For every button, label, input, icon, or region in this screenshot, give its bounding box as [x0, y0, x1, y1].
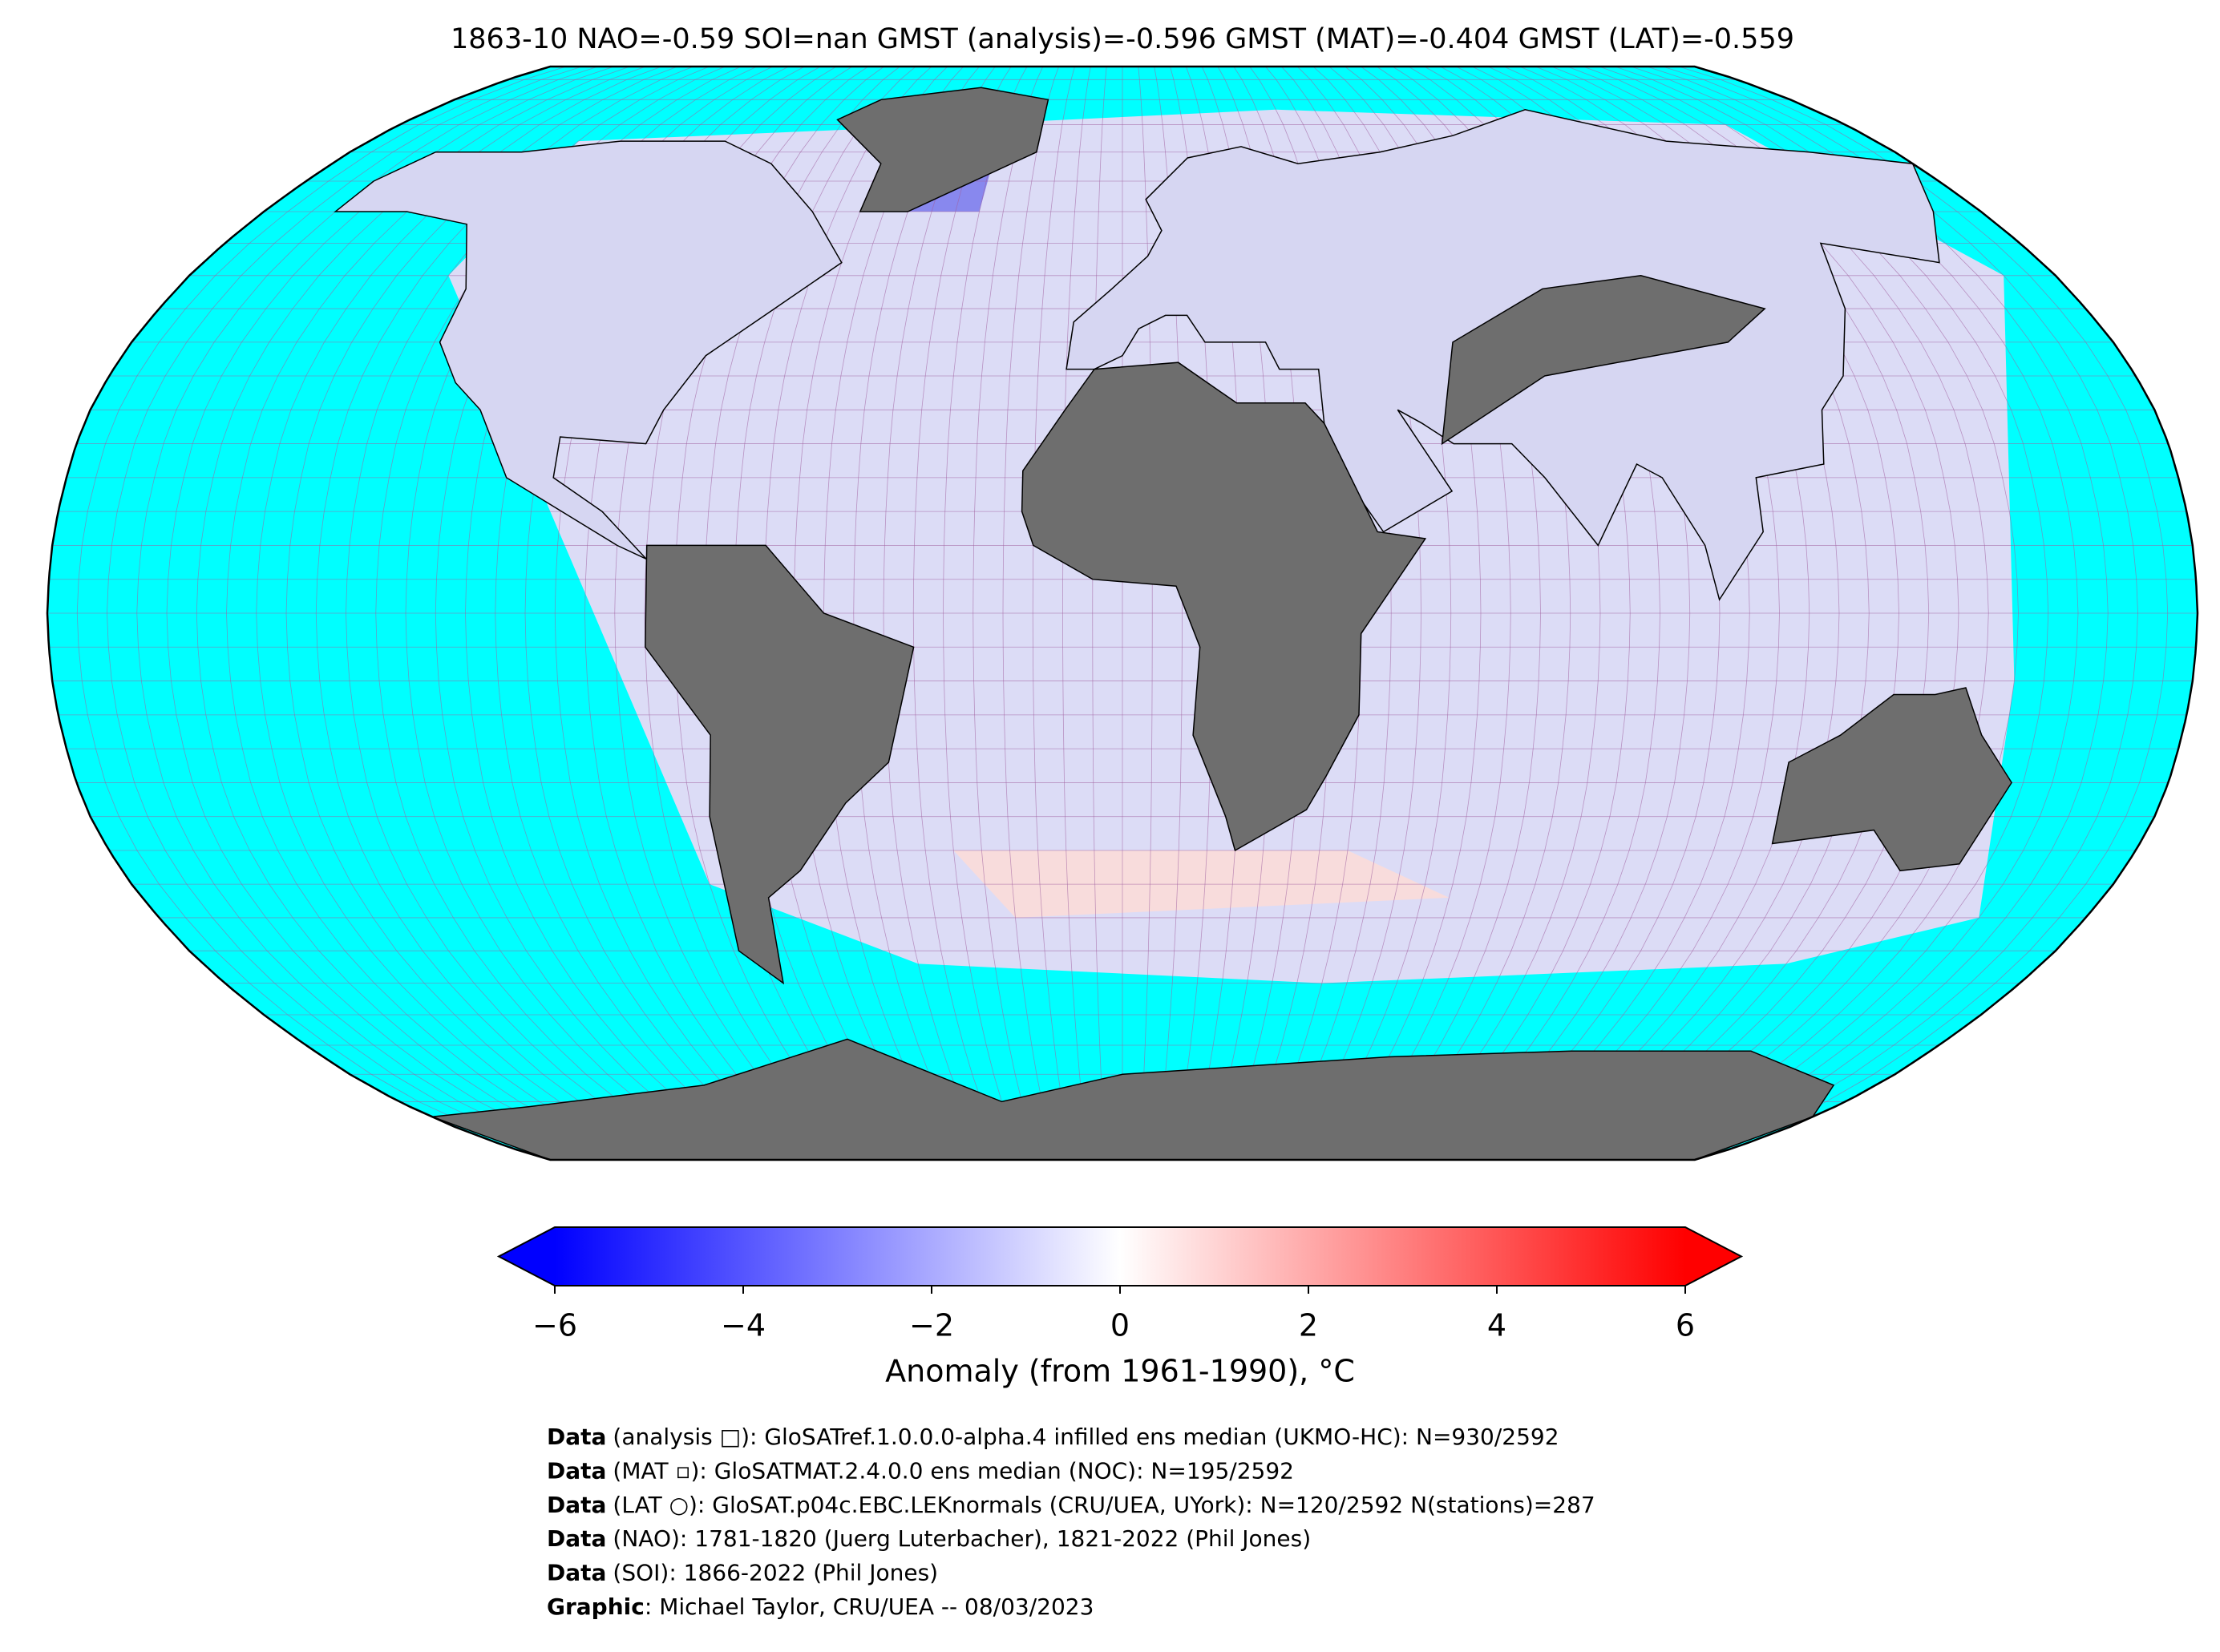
colorbar-tick-label: 4	[1487, 1308, 1506, 1343]
credit-line: Graphic: Michael Taylor, CRU/UEA -- 08/0…	[547, 1593, 1094, 1620]
map	[46, 65, 2199, 1161]
landmass	[1021, 362, 1427, 852]
credit-text: : Michael Taylor, CRU/UEA -- 08/03/2023	[645, 1593, 1094, 1620]
credit-text: (analysis □): GloSATref.1.0.0.0-alpha.4 …	[613, 1424, 1559, 1450]
landmass	[1441, 275, 1766, 446]
landmass	[836, 87, 1049, 212]
credit-text: (LAT ○): GloSAT.p04c.EBC.LEKnormals (CRU…	[613, 1492, 1595, 1518]
credit-label: Data	[547, 1492, 606, 1518]
credits: Data (analysis □): GloSATref.1.0.0.0-alph…	[547, 1424, 1595, 1620]
credit-line: Data (SOI): 1866-2022 (Phil Jones)	[547, 1560, 938, 1586]
map-content	[47, 67, 2198, 1160]
credit-line: Data (LAT ○): GloSAT.p04c.EBC.LEKnormals …	[547, 1492, 1595, 1518]
colorbar-extend-low	[499, 1227, 555, 1286]
credit-label: Data	[547, 1560, 606, 1586]
colorbar-label: Anomaly (from 1961-1990), °C	[885, 1354, 1355, 1389]
colorbar: −6 −4 −2 0 2 4 6	[496, 1226, 1744, 1343]
landmass	[1771, 687, 2012, 872]
credit-line: Data (analysis □): GloSATref.1.0.0.0-alph…	[547, 1424, 1559, 1450]
credit-label: Data	[547, 1424, 606, 1450]
credit-label: Data	[547, 1525, 606, 1552]
landmass	[645, 544, 915, 985]
colorbar-tick-label: −4	[721, 1308, 766, 1343]
colorbar-extend-high	[1685, 1227, 1741, 1286]
landmass	[431, 1038, 1835, 1160]
landmass	[334, 140, 843, 559]
credit-text: (MAT ▫): GloSATMAT.2.4.0.0 ens median (N…	[613, 1457, 1294, 1484]
colorbar-gradient	[555, 1227, 1685, 1286]
colorbar-tick-label: −6	[532, 1308, 577, 1343]
colorbar-tick-label: 2	[1299, 1308, 1318, 1343]
credit-label: Graphic	[547, 1593, 645, 1620]
colorbar-tick-label: 6	[1676, 1308, 1695, 1343]
colorbar-tick-label: 0	[1110, 1308, 1130, 1343]
credit-line: Data (MAT ▫): GloSATMAT.2.4.0.0 ens media…	[547, 1457, 1294, 1484]
credit-text: (NAO): 1781-1820 (Juerg Luterbacher), 18…	[613, 1525, 1311, 1552]
credit-label: Data	[547, 1457, 606, 1484]
colorbar-tick-label: −2	[909, 1308, 954, 1343]
map-title: 1863-10 NAO=-0.59 SOI=nan GMST (analysis…	[451, 23, 1794, 55]
credit-text: (SOI): 1866-2022 (Phil Jones)	[613, 1560, 938, 1586]
map-outline	[46, 65, 2199, 1161]
credit-line: Data (NAO): 1781-1820 (Juerg Luterbacher)…	[547, 1525, 1311, 1552]
